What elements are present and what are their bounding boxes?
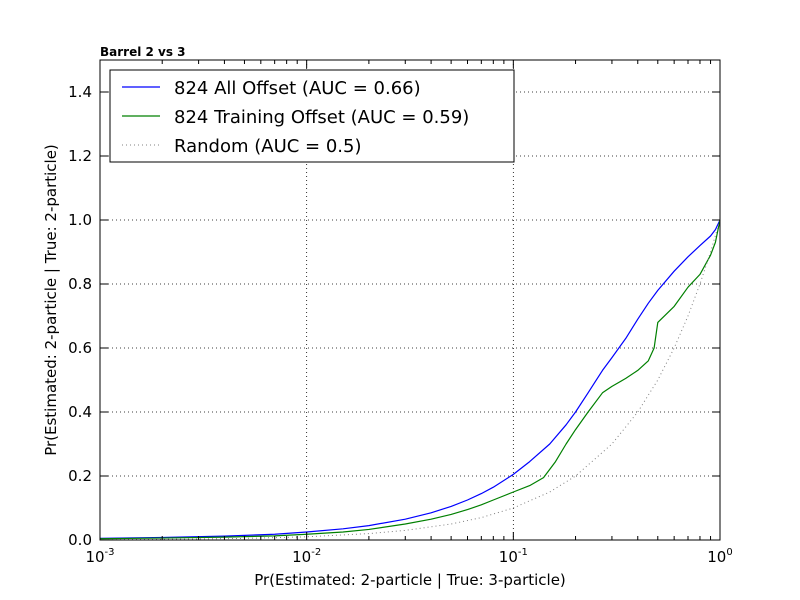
- legend-label-1: 824 All Offset (AUC = 0.66): [174, 78, 421, 99]
- y-tick-labels: 0.0 0.2 0.4 0.6 0.8 1.0 1.2 1.4: [68, 83, 92, 549]
- y-tick-label: 0.8: [68, 275, 92, 293]
- axis-ticks: [99, 60, 721, 541]
- x-tick-label: 10-1: [499, 547, 528, 566]
- x-tick-labels: 10-3 10-2 10-1 100: [85, 547, 732, 566]
- plot-frame: [99, 59, 721, 541]
- chart-title: Barrel 2 vs 3: [100, 45, 186, 59]
- legend-box: [109, 69, 515, 163]
- legend-label-2: 824 Training Offset (AUC = 0.59): [174, 107, 469, 128]
- x-axis-label: Pr(Estimated: 2-particle | True: 3-parti…: [254, 571, 566, 589]
- series-line-3: [99, 219, 721, 541]
- y-tick-label: 0.2: [68, 467, 92, 485]
- x-tick-label: 100: [707, 547, 732, 566]
- series-layer: [99, 219, 721, 541]
- x-tick-label: 10-3: [85, 547, 114, 566]
- y-tick-label: 1.2: [68, 147, 92, 165]
- legend-label-3: Random (AUC = 0.5): [174, 136, 362, 157]
- series-line-2: [99, 219, 721, 540]
- y-tick-label: 1.0: [68, 211, 92, 229]
- y-tick-label: 0.0: [68, 531, 92, 549]
- legend: 824 All Offset (AUC = 0.66) 824 Training …: [109, 69, 515, 163]
- y-tick-label: 0.4: [68, 403, 92, 421]
- y-tick-label: 0.6: [68, 339, 92, 357]
- series-line-1: [99, 219, 721, 539]
- y-tick-label: 1.4: [68, 83, 92, 101]
- y-axis-label: Pr(Estimated: 2-particle | True: 2-parti…: [42, 144, 60, 456]
- x-tick-label: 10-2: [292, 547, 321, 566]
